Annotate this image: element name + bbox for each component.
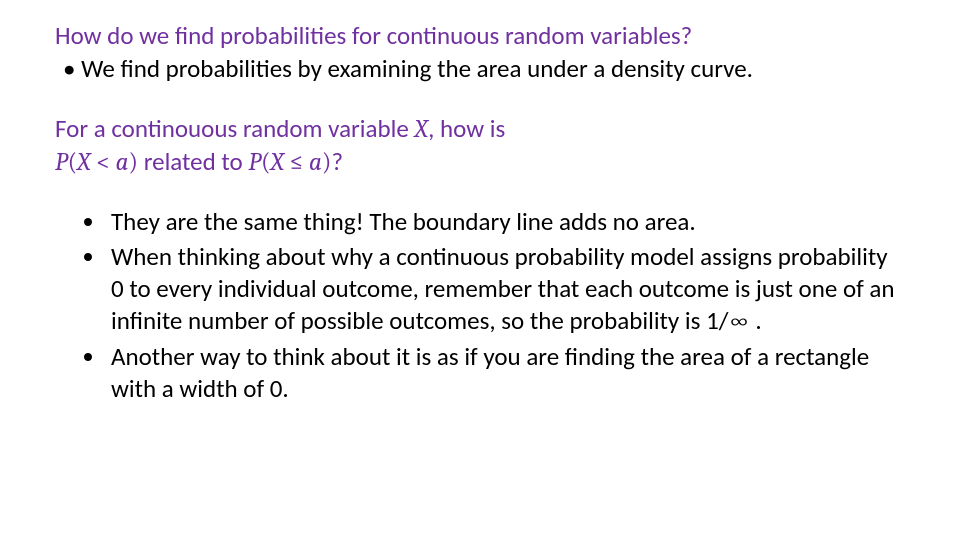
q2-p1-op: < [91,148,116,177]
bullet-2b: . [750,305,762,336]
bullet-3: Another way to think about it is as if y… [107,341,905,405]
q2-line1-suffix: , how is [428,113,505,144]
q2-p2-open: ( [261,148,271,177]
q2-p1-close: ) [129,148,139,177]
bullet-1: They are the same thing! The boundary li… [107,206,905,238]
question-1: How do we find probabilities for continu… [55,20,905,51]
q2-p1-a: a [116,148,129,177]
answer-1: • We find probabilities by examining the… [55,53,905,84]
answer-bullets: They are the same thing! The boundary li… [55,206,905,405]
q2-p2-op: ≤ [284,148,309,177]
slide: How do we find probabilities for continu… [0,0,960,428]
q2-p1-x: X [77,148,91,177]
q2-mid: related to [138,146,248,177]
question-2: For a continouous random variable X, how… [55,113,905,180]
q2-p2-a: a [309,148,322,177]
q2-p2-x: X [271,148,285,177]
q2-p1-open: ( [68,148,78,177]
q2-end: ? [331,146,343,177]
q2-var-x: X [414,115,428,144]
bullet-2a: When thinking about why a continuous pro… [111,241,895,336]
question-1-heading: How do we find probabilities for continu… [55,20,692,51]
q2-p2-p: P [248,148,261,177]
bullet-2: When thinking about why a continuous pro… [107,241,905,338]
q2-p1-p: P [55,148,68,177]
q2-line1-prefix: For a continouous random variable [55,113,414,144]
infinity-symbol: ∞ [728,307,749,336]
